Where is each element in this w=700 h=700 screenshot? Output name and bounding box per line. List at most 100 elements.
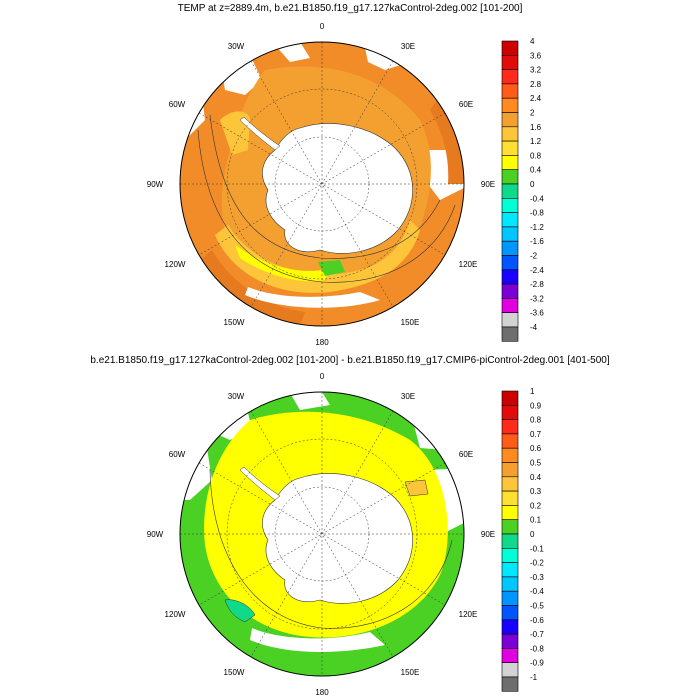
colorbar-swatch: [501, 633, 519, 649]
colorbar-swatch: [501, 226, 519, 242]
colorbar-swatch: [501, 212, 519, 228]
colorbar-swatch: [501, 112, 519, 128]
colorbar-label: -0.9: [530, 659, 544, 668]
colorbar-swatch: [501, 54, 519, 70]
colorbar-swatch: [501, 419, 519, 435]
colorbar-swatch: [501, 433, 519, 449]
colorbar-swatch: [501, 576, 519, 592]
top-lon-label-90e: 90E: [481, 180, 495, 189]
colorbar-swatch: [501, 619, 519, 635]
top-lon-label-150e: 150E: [401, 318, 420, 327]
bottom-lon-label-150e: 150E: [401, 668, 420, 677]
colorbar-label: 0.9: [530, 401, 542, 410]
colorbar-swatch: [501, 648, 519, 664]
colorbar-swatch: [501, 169, 519, 185]
colorbar-swatch: [501, 533, 519, 549]
colorbar-label: 2.4: [530, 94, 542, 103]
colorbar-swatch: [501, 312, 519, 328]
bottom-lon-label-0: 0: [320, 372, 325, 381]
colorbar-label: -1.6: [530, 237, 544, 246]
bottom-lon-label-180: 180: [315, 688, 329, 697]
bottom-lon-label-60e: 60E: [459, 450, 473, 459]
colorbar-swatch: [501, 69, 519, 85]
colorbar-label: 0.5: [530, 459, 542, 468]
colorbar-label: 3.6: [530, 51, 542, 60]
colorbar-label: -1: [530, 673, 538, 682]
colorbar-label: 2: [530, 109, 535, 118]
colorbar-label: -2.8: [530, 280, 544, 289]
colorbar-label: -0.8: [530, 209, 544, 218]
colorbar-label: 0.8: [530, 151, 542, 160]
colorbar-swatch: [501, 562, 519, 578]
colorbar-label: 1: [530, 387, 535, 396]
top-lon-label-0: 0: [320, 22, 325, 31]
top-lon-label-150w: 150W: [224, 318, 245, 327]
colorbar-swatch: [501, 676, 519, 692]
colorbar-label: -0.7: [530, 630, 544, 639]
bottom-lon-label-120w: 120W: [165, 610, 186, 619]
colorbar-label: -0.3: [530, 573, 544, 582]
colorbar-swatch: [501, 404, 519, 420]
bottom-colorbar: 1 0.9 0.8 0.7 0.6 0.5 0.4 0.3 0.2 0.1 0 -0.1 -0.2 -0.…: [501, 387, 544, 692]
colorbar-swatch: [501, 326, 519, 342]
colorbar-label: -2: [530, 252, 538, 261]
top-lon-label-60w: 60W: [169, 100, 186, 109]
colorbar-swatch: [501, 490, 519, 506]
top-lon-label-30w: 30W: [228, 42, 245, 51]
colorbar-swatch: [501, 126, 519, 142]
colorbar-swatch: [501, 505, 519, 520]
colorbar-swatch: [501, 83, 519, 99]
colorbar-label: 3.2: [530, 66, 542, 75]
bottom-lon-label-90w: 90W: [147, 530, 164, 539]
colorbar-label: -0.4: [530, 587, 544, 596]
colorbar-swatch: [501, 605, 519, 621]
colorbar-label: -0.8: [530, 644, 544, 653]
bottom-lon-label-150w: 150W: [224, 668, 245, 677]
colorbar-swatch: [501, 298, 519, 313]
colorbar-label: -0.1: [530, 544, 544, 553]
colorbar-label: 2.8: [530, 80, 542, 89]
colorbar-label: 0.1: [530, 516, 542, 525]
top-lon-label-120e: 120E: [459, 260, 478, 269]
bottom-lon-label-120e: 120E: [459, 610, 478, 619]
colorbar-label: 0.2: [530, 501, 542, 510]
colorbar-swatch: [501, 447, 519, 463]
colorbar-swatch: [501, 140, 519, 156]
colorbar-swatch: [501, 662, 519, 678]
colorbar-swatch: [501, 590, 519, 606]
colorbar-swatch: [501, 283, 519, 299]
bottom-polar-map: 0 30E 60E 90E 120E 150E 180 150W 120W 90…: [147, 372, 495, 697]
colorbar-label: -0.6: [530, 616, 544, 625]
bottom-lon-label-90e: 90E: [481, 530, 495, 539]
bottom-lon-label-30w: 30W: [228, 392, 245, 401]
top-lon-label-30e: 30E: [401, 42, 415, 51]
colorbar-label: -3.6: [530, 309, 544, 318]
colorbar-swatch: [501, 198, 519, 213]
colorbar-label: 0.3: [530, 487, 542, 496]
colorbar-label: -3.2: [530, 294, 544, 303]
top-lon-label-90w: 90W: [147, 180, 164, 189]
colorbar-swatch: [501, 462, 519, 478]
colorbar-swatch: [501, 255, 519, 271]
top-colorbar: 4 3.6 3.2 2.8 2.4 2 1.6 1.2 0.8 0.4 0 -0.4 -0.8 -1.2 -…: [501, 37, 544, 342]
colorbar-label: 1.6: [530, 123, 542, 132]
top-lon-label-120w: 120W: [165, 260, 186, 269]
colorbar-label: -4: [530, 323, 538, 332]
colorbar-label: 0.6: [530, 444, 542, 453]
top-lon-label-60e: 60E: [459, 100, 473, 109]
colorbar-swatch: [501, 390, 519, 406]
colorbar-label: -0.4: [530, 194, 544, 203]
colorbar-label: 0.8: [530, 416, 542, 425]
bottom-lon-label-30e: 30E: [401, 392, 415, 401]
colorbar-swatch: [501, 155, 519, 170]
colorbar-label: 4: [530, 37, 535, 46]
colorbar-label: 0.4: [530, 166, 542, 175]
top-lon-label-180: 180: [315, 338, 329, 347]
bottom-panel-title: b.e21.B1850.f19_g17.127kaControl-2deg.00…: [90, 355, 610, 366]
colorbar-label: -2.4: [530, 266, 544, 275]
colorbar-swatch: [501, 519, 519, 535]
colorbar-label: 1.2: [530, 137, 542, 146]
colorbar-swatch: [501, 476, 519, 492]
colorbar-label: 0.7: [530, 430, 542, 439]
